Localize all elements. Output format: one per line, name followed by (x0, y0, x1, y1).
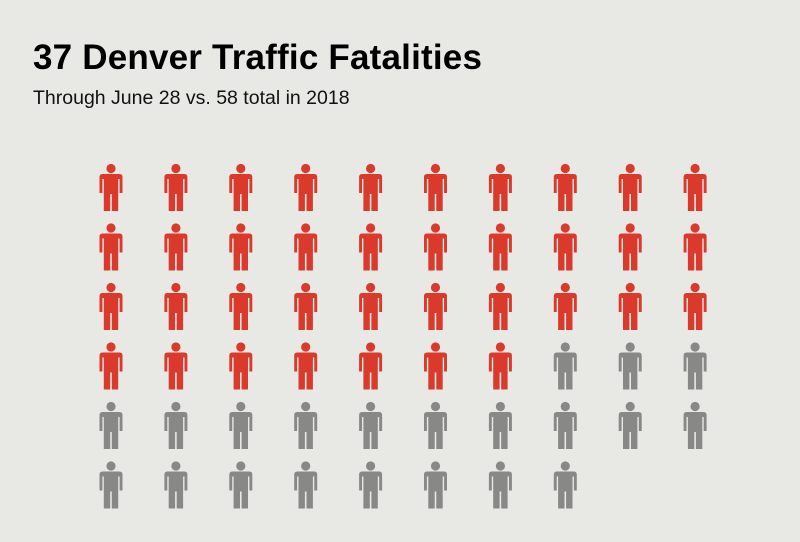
person-icon (99, 163, 123, 211)
person-icon (294, 401, 318, 449)
person-icon (683, 282, 707, 330)
person-icon (294, 342, 318, 390)
person-icon (683, 401, 707, 449)
person-icon (164, 342, 188, 390)
person-icon (164, 163, 188, 211)
person-icon (488, 461, 512, 509)
person-icon (683, 163, 707, 211)
person-icon (424, 223, 447, 271)
person-icon (164, 223, 188, 271)
person-icon (424, 401, 447, 449)
person-icon (553, 223, 577, 271)
chart-title: 37 Denver Traffic Fatalities (33, 38, 483, 77)
person-icon (99, 223, 123, 271)
person-icon (553, 163, 577, 211)
person-icon (424, 163, 447, 211)
person-icon (164, 282, 188, 330)
person-icon (164, 461, 188, 509)
person-icon (99, 342, 123, 390)
person-icon (618, 401, 642, 449)
person-icon (359, 163, 383, 211)
person-icon (424, 461, 447, 509)
person-icon (359, 223, 383, 271)
person-icon (164, 401, 188, 449)
person-icon (618, 223, 642, 271)
person-icon (553, 282, 577, 330)
person-icon (488, 401, 512, 449)
person-icon (683, 342, 707, 390)
person-icon (359, 461, 383, 509)
person-icon (553, 401, 577, 449)
person-icon (488, 342, 512, 390)
person-icon (488, 223, 512, 271)
person-icon (488, 163, 512, 211)
person-icon (359, 342, 383, 390)
person-icon (553, 342, 577, 390)
person-icon (359, 282, 383, 330)
person-icon (99, 401, 123, 449)
person-icon (294, 461, 318, 509)
person-icon (683, 223, 707, 271)
person-icon (294, 163, 318, 211)
person-icon (99, 461, 123, 509)
person-icon (488, 282, 512, 330)
person-icon (229, 461, 253, 509)
person-icon (618, 282, 642, 330)
person-icon (229, 342, 253, 390)
person-icon (424, 282, 447, 330)
chart-subtitle: Through June 28 vs. 58 total in 2018 (33, 87, 350, 109)
person-icon (618, 342, 642, 390)
person-icon (618, 163, 642, 211)
person-icon (229, 282, 253, 330)
person-icon (294, 223, 318, 271)
person-icon (294, 282, 318, 330)
person-icon (359, 401, 383, 449)
person-icon (424, 342, 447, 390)
person-icon (229, 401, 253, 449)
person-icon (553, 461, 577, 509)
person-icon (229, 163, 253, 211)
person-icon (99, 282, 123, 330)
person-icon (229, 223, 253, 271)
